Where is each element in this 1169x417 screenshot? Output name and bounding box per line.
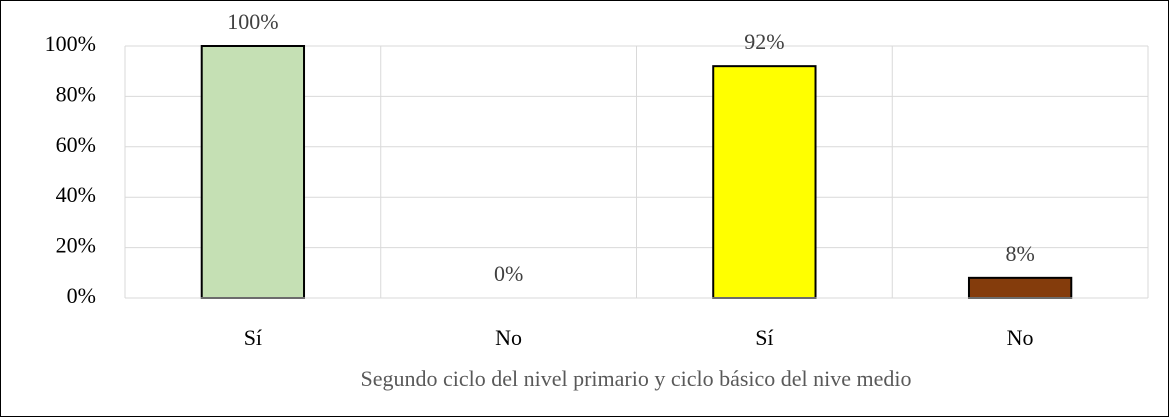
value-label: 8% (1005, 241, 1034, 266)
y-tick-label: 20% (56, 233, 96, 258)
x-tick-label: Sí (244, 325, 262, 350)
bar (712, 65, 817, 299)
y-tick-label: 60% (56, 132, 96, 157)
value-label: 92% (744, 29, 784, 54)
value-label: 100% (227, 9, 278, 34)
bar (200, 45, 306, 299)
x-tick-label: No (1007, 325, 1034, 350)
y-tick-label: 40% (56, 182, 96, 207)
x-tick-label: Sí (755, 325, 773, 350)
x-tick-label: No (495, 325, 522, 350)
y-tick-label: 100% (45, 31, 96, 56)
value-label: 0% (494, 261, 523, 286)
y-tick-label: 80% (56, 81, 96, 106)
bar (967, 276, 1073, 299)
y-tick-label: 0% (67, 283, 96, 308)
x-axis-title: Segundo ciclo del nivel primario y ciclo… (360, 366, 911, 391)
